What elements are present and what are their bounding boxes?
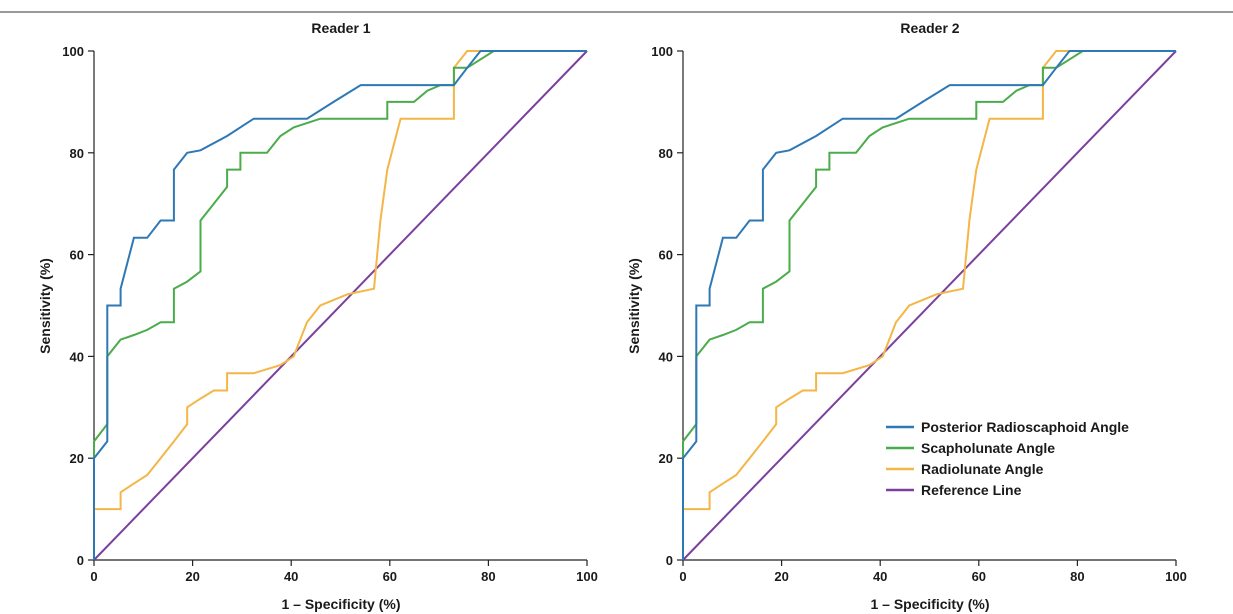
x-tick-label: 0 (679, 569, 686, 584)
series-line-posterior-radioscaphoid-angle (682, 50, 1176, 560)
series-line-radiolunate-angle (93, 50, 587, 560)
x-axis-label: 1 – Specificity (%) (281, 596, 400, 612)
legend-label: Reference Line (921, 482, 1022, 498)
y-axis-label: Sensitivity (%) (626, 258, 642, 354)
x-axis-label: 1 – Specificity (%) (870, 596, 989, 612)
x-tick-label: 40 (284, 569, 298, 584)
y-tick-label: 100 (62, 44, 84, 59)
x-tick-label: 60 (972, 569, 986, 584)
panel-title: Reader 1 (311, 20, 370, 36)
reader-2-panel: Reader 2 0 20 40 60 80 100 0 20 40 60 80… (626, 20, 1187, 612)
x-tick-label: 20 (185, 569, 199, 584)
series-line-reference-line (93, 50, 588, 561)
series-line-reference-line (682, 50, 1177, 561)
series-line-scapholunate-angle (93, 50, 587, 560)
x-tick-label: 60 (383, 569, 397, 584)
x-tick-label: 100 (1165, 569, 1187, 584)
x-tick-label: 100 (576, 569, 598, 584)
y-axis-ticks: 0 20 40 60 80 100 (651, 44, 673, 568)
y-tick-label: 60 (659, 248, 673, 263)
legend-label: Radiolunate Angle (921, 461, 1044, 477)
x-axis-ticks: 0 20 40 60 80 100 (90, 569, 597, 584)
legend-label: Posterior Radioscaphoid Angle (921, 419, 1129, 435)
y-tick-label: 80 (659, 146, 673, 161)
legend-item: Radiolunate Angle (886, 461, 1044, 477)
reader-1-panel: Reader 1 0 20 40 60 80 100 0 20 40 60 80… (37, 20, 598, 612)
y-axis-ticks: 0 20 40 60 80 100 (62, 44, 84, 568)
x-tick-label: 0 (90, 569, 97, 584)
y-tick-label: 40 (659, 349, 673, 364)
y-tick-label: 80 (70, 146, 84, 161)
y-tick-label: 60 (70, 248, 84, 263)
legend-item: Reference Line (886, 482, 1022, 498)
y-tick-label: 40 (70, 349, 84, 364)
legend-item: Posterior Radioscaphoid Angle (886, 419, 1129, 435)
y-tick-label: 20 (659, 451, 673, 466)
series-layer (93, 50, 588, 561)
legend-item: Scapholunate Angle (886, 440, 1055, 456)
legend-label: Scapholunate Angle (921, 440, 1055, 456)
legend: Posterior Radioscaphoid Angle Scapholuna… (886, 419, 1129, 498)
series-line-scapholunate-angle (682, 50, 1176, 560)
x-axis-ticks: 0 20 40 60 80 100 (679, 569, 1186, 584)
x-tick-label: 20 (774, 569, 788, 584)
y-tick-label: 0 (77, 553, 84, 568)
panel-title: Reader 2 (900, 20, 959, 36)
series-line-radiolunate-angle (682, 50, 1176, 560)
y-axis-label: Sensitivity (%) (37, 258, 53, 354)
x-tick-label: 80 (1070, 569, 1084, 584)
series-layer (682, 50, 1177, 561)
y-tick-label: 20 (70, 451, 84, 466)
series-line-posterior-radioscaphoid-angle (93, 50, 587, 560)
x-tick-label: 80 (481, 569, 495, 584)
x-tick-label: 40 (873, 569, 887, 584)
y-tick-label: 100 (651, 44, 673, 59)
y-tick-label: 0 (666, 553, 673, 568)
